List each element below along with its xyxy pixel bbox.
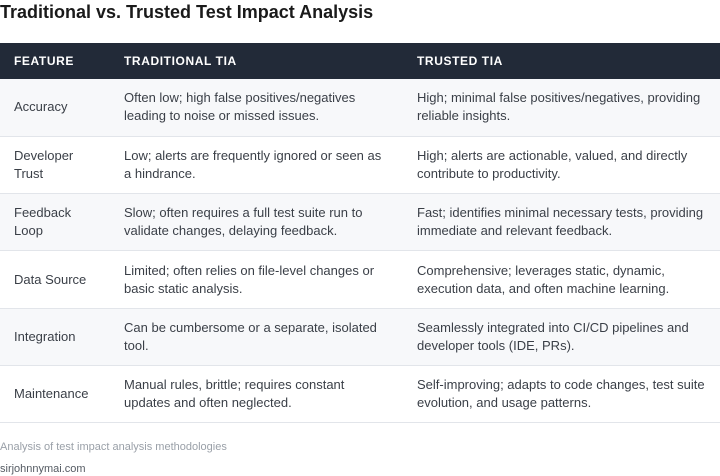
table-row: Developer Trust Low; alerts are frequent… (0, 136, 720, 194)
trusted-cell: High; alerts are actionable, valued, and… (417, 147, 688, 181)
page-title: Traditional vs. Trusted Test Impact Anal… (0, 2, 374, 22)
trusted-cell: Self-improving; adapts to code changes, … (417, 377, 705, 411)
column-header-trusted-tia: TRUSTED TIA (417, 54, 503, 68)
column-header-traditional-tia: TRADITIONAL TIA (124, 54, 237, 68)
feature-cell: Feedback Loop (14, 205, 72, 239)
traditional-cell: Can be cumbersome or a separate, isolate… (124, 319, 377, 353)
feature-cell: Integration (14, 328, 76, 344)
traditional-cell: Low; alerts are frequently ignored or se… (124, 147, 382, 181)
traditional-cell: Often low; high false positives/negative… (124, 90, 356, 124)
table-row: Integration Can be cumbersome or a separ… (0, 308, 720, 366)
feature-cell: Maintenance (14, 386, 89, 402)
table-row: Maintenance Manual rules, brittle; requi… (0, 365, 720, 423)
table-caption: Analysis of test impact analysis methodo… (0, 441, 227, 453)
table-header-row: FEATURE TRADITIONAL TIA TRUSTED TIA (0, 43, 720, 79)
traditional-cell: Slow; often requires a full test suite r… (124, 205, 363, 239)
table-row: Accuracy Often low; high false positives… (0, 79, 720, 137)
table-row: Feedback Loop Slow; often requires a ful… (0, 193, 720, 251)
table-row: Data Source Limited; often relies on fil… (0, 250, 720, 309)
feature-cell: Accuracy (14, 99, 68, 115)
trusted-cell: High; minimal false positives/negatives,… (417, 90, 701, 124)
trusted-cell: Seamlessly integrated into CI/CD pipelin… (417, 319, 689, 353)
comparison-table: FEATURE TRADITIONAL TIA TRUSTED TIA Accu… (0, 43, 720, 423)
trusted-cell: Fast; identifies minimal necessary tests… (417, 205, 704, 239)
column-header-feature: FEATURE (14, 54, 74, 68)
feature-cell: Developer Trust (14, 147, 74, 181)
table-body: Accuracy Often low; high false positives… (0, 79, 720, 423)
traditional-cell: Manual rules, brittle; requires constant… (124, 377, 345, 411)
feature-cell: Data Source (14, 271, 87, 287)
traditional-cell: Limited; often relies on file-level chan… (124, 262, 375, 296)
table-header: FEATURE TRADITIONAL TIA TRUSTED TIA (0, 43, 720, 79)
trusted-cell: Comprehensive; leverages static, dynamic… (417, 262, 670, 296)
source-credit: sirjohnnymai.com (0, 463, 86, 475)
